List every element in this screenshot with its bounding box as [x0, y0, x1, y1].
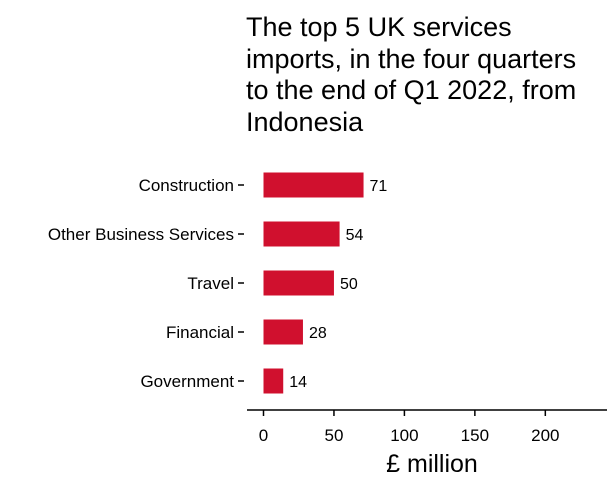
- bars: [263, 172, 364, 394]
- category-label: Financial: [166, 323, 234, 342]
- x-tick-label: 0: [259, 426, 268, 445]
- x-tick-label: 200: [531, 426, 559, 445]
- data-labels: 71 54 50 28 14: [289, 178, 387, 391]
- category-labels: Construction Other Business Services Trave…: [48, 176, 244, 391]
- data-label: 28: [309, 325, 327, 342]
- category-label: Travel: [187, 274, 234, 293]
- category-label: Construction: [139, 176, 234, 195]
- bar: [263, 172, 364, 198]
- data-label: 50: [340, 276, 358, 293]
- data-label: 71: [370, 178, 388, 195]
- chart-title: The top 5 UK services imports, in the fo…: [246, 12, 577, 137]
- x-tick-label: 50: [324, 426, 343, 445]
- x-axis-ticks: 0 50 100 150 200: [259, 410, 560, 445]
- bar: [263, 319, 303, 345]
- category-label: Government: [140, 372, 234, 391]
- data-label: 14: [289, 374, 307, 391]
- x-tick-label: 150: [461, 426, 489, 445]
- bar: [263, 368, 284, 394]
- x-tick-label: 100: [390, 426, 418, 445]
- category-label: Other Business Services: [48, 225, 234, 244]
- x-axis-title: £ million: [386, 450, 478, 478]
- bar: [263, 221, 340, 247]
- bar: [263, 270, 334, 296]
- data-label: 54: [346, 227, 364, 244]
